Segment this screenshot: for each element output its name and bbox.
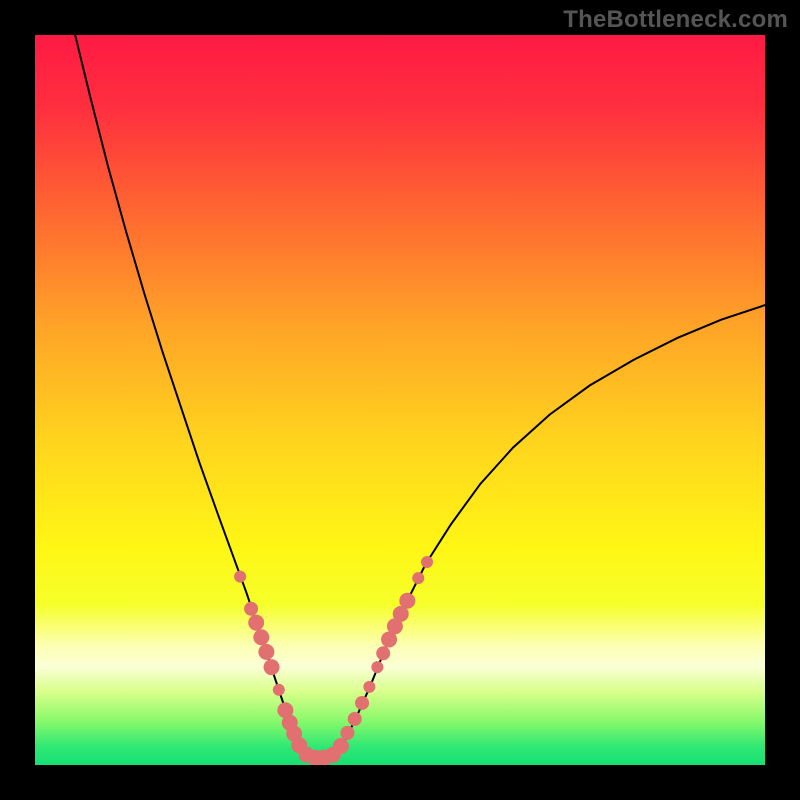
marker-point bbox=[412, 572, 424, 584]
marker-point bbox=[273, 684, 285, 696]
marker-point bbox=[234, 571, 246, 583]
marker-point bbox=[355, 696, 369, 710]
marker-point bbox=[371, 661, 383, 673]
marker-point bbox=[244, 602, 258, 616]
marker-point bbox=[340, 726, 354, 740]
bottleneck-curve bbox=[75, 35, 765, 758]
marker-point bbox=[376, 646, 390, 660]
marker-point bbox=[264, 659, 280, 675]
marker-point bbox=[348, 712, 362, 726]
marker-point bbox=[399, 593, 415, 609]
marker-point bbox=[258, 644, 274, 660]
marker-point bbox=[253, 629, 269, 645]
curve-overlay bbox=[35, 35, 765, 765]
marker-point bbox=[363, 681, 375, 693]
marker-point bbox=[248, 615, 264, 631]
marker-layer bbox=[234, 556, 433, 765]
chart-frame: TheBottleneck.com bbox=[0, 0, 800, 800]
plot-area bbox=[35, 35, 765, 765]
marker-point bbox=[333, 738, 349, 754]
watermark-text: TheBottleneck.com bbox=[563, 6, 788, 34]
marker-point bbox=[421, 556, 433, 568]
